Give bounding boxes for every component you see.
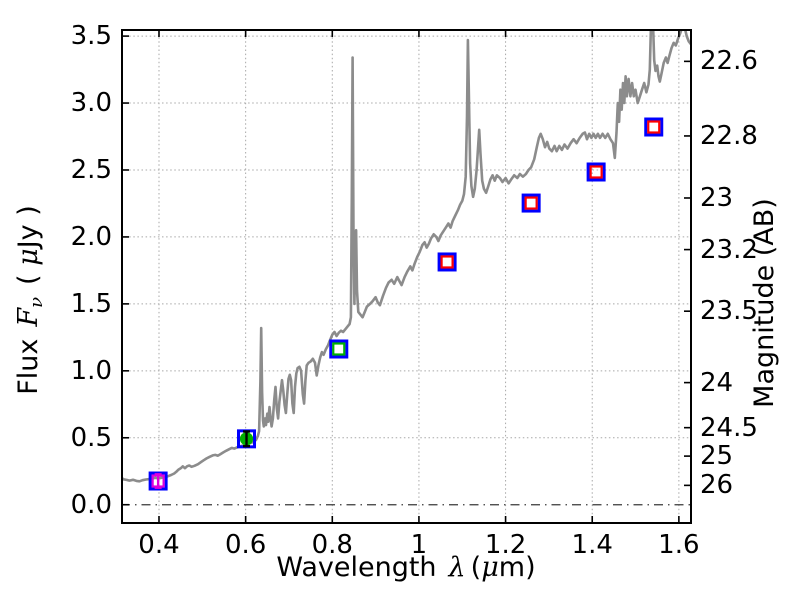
photometry-marker (329, 339, 349, 359)
y-left-tick-label: 1.0 (70, 355, 112, 386)
marker-inner-square (440, 255, 454, 269)
x-axis-label: Wavelength λ (μm) (276, 553, 535, 583)
marker-inner-square (524, 196, 538, 210)
photometry-marker (237, 429, 257, 449)
y-left-tick-label: 1.5 (70, 288, 112, 319)
tick-marks (121, 29, 692, 524)
y-right-tick-label: 23.2 (700, 234, 758, 265)
y-left-tick-label: 3.5 (70, 21, 112, 52)
marker-outer-square (644, 117, 664, 137)
marker-inner-square (647, 120, 661, 134)
y-left-tick-label: 2.5 (70, 154, 112, 185)
axes-frame (121, 29, 692, 524)
y-right-tick-label: 22.6 (700, 46, 758, 77)
y-right-tick-label: 24.5 (700, 412, 758, 443)
mu-symbol: μ (13, 248, 44, 266)
photometry-marker (644, 117, 664, 137)
y-right-tick-label: 25 (700, 441, 734, 472)
y-right-tick-label: 23 (700, 182, 734, 213)
y-unit-open: ( (13, 265, 44, 285)
marker-outer-square (521, 193, 541, 213)
marker-inner-square (332, 342, 346, 356)
x-tick-label: 0.6 (224, 530, 267, 560)
marker-outer-square (437, 252, 457, 272)
photometry-marker (437, 252, 457, 272)
y-left-tick-label: 2.0 (70, 221, 112, 252)
photometry-points (148, 117, 664, 491)
marker-inner-square (589, 165, 603, 179)
lambda-symbol: λ (448, 552, 466, 583)
x-axis-label-word: Wavelength (276, 552, 437, 583)
x-tick-label: 0.4 (138, 530, 180, 560)
x-tick-label: 1 (410, 530, 428, 560)
x-unit-open: ( (470, 552, 482, 583)
marker-outer-square (329, 339, 349, 359)
y-right-tick-label: 24 (700, 367, 734, 398)
marker-outer-square (148, 471, 168, 491)
error-bar (243, 430, 251, 448)
y-right-tick-label: 23.5 (700, 296, 758, 327)
y-left-tick-label: 0.0 (70, 489, 112, 520)
x-tick-label: 1.2 (484, 530, 527, 560)
gridlines (121, 29, 692, 524)
y-left-tick-label: 0.5 (70, 422, 112, 453)
x-unit-close: m) (498, 552, 536, 583)
y-right-tick-label: 22.8 (700, 120, 758, 151)
x-tick-label: 0.8 (311, 530, 353, 560)
photometry-marker (521, 193, 541, 213)
spectrum-line (121, 29, 692, 483)
mu-symbol: μ (481, 552, 499, 583)
photometry-marker (586, 162, 606, 182)
photometry-marker (148, 471, 168, 491)
y-right-tick-label: 26 (700, 470, 734, 501)
x-tick-label: 1.4 (571, 530, 613, 560)
error-bar (154, 473, 162, 489)
y-left-tick-label: 3.0 (70, 88, 112, 119)
x-tick-label: 1.6 (658, 530, 700, 560)
marker-outer-square (586, 162, 606, 182)
